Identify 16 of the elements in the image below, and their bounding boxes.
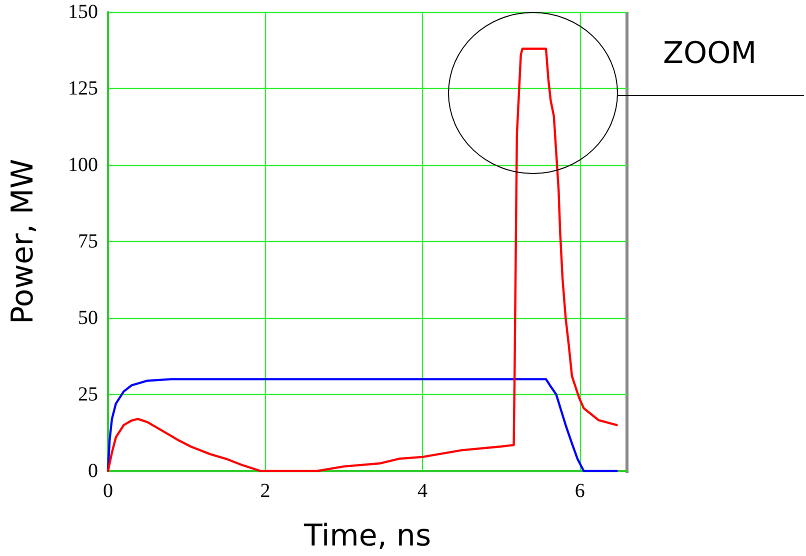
x-tick-label: 6: [574, 480, 585, 502]
x-tick-label: 4: [418, 480, 428, 502]
text: ZOOM: [663, 36, 757, 71]
y-axis-title: Power, MW: [6, 158, 40, 324]
line-series: [106, 48, 618, 472]
x-axis-title: Time, ns: [302, 518, 432, 554]
x-tick-label: 0: [103, 480, 113, 502]
x-tick-label: 2: [260, 480, 270, 502]
y-tick-label: 50: [78, 307, 98, 329]
y-tick-label: 0: [88, 460, 98, 482]
y-tick-label: 125: [68, 78, 98, 100]
y-tick-label: 25: [78, 384, 98, 406]
line-series: [106, 378, 618, 472]
y-tick-label: 100: [68, 154, 98, 176]
y-tick-label: 150: [68, 1, 98, 23]
y-tick-label: 75: [78, 230, 98, 252]
